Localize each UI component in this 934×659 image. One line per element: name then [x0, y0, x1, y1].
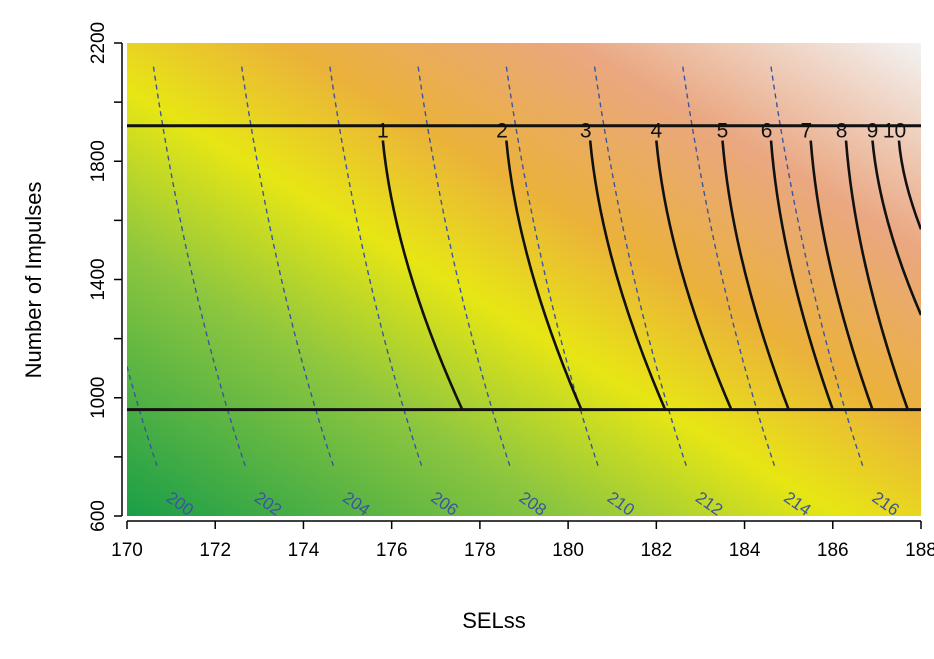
- x-tick-label: 176: [376, 540, 408, 561]
- solid-curve: [381, 140, 464, 411]
- y-tick-label: 2200: [88, 22, 109, 64]
- x-tick-label: 184: [729, 540, 761, 561]
- solid-curve: [871, 140, 921, 316]
- curve-label: 7: [800, 120, 812, 143]
- dashed-contour-line: [152, 66, 247, 469]
- curve-label: 8: [836, 120, 848, 143]
- x-tick-label: 180: [552, 540, 584, 561]
- solid-curve: [505, 140, 583, 411]
- dashed-contour-line: [417, 66, 512, 469]
- curve-label: 3: [580, 120, 592, 143]
- x-tick-label: 182: [640, 540, 672, 561]
- y-tick-label: 1800: [88, 140, 109, 182]
- solid-curve: [588, 140, 667, 411]
- dashed-contour-line: [505, 66, 600, 469]
- x-axis: 170 172 174 176 178 180 182 184 186 188: [111, 520, 934, 561]
- y-axis: 600 1000 1400 1800 2200: [88, 22, 123, 532]
- curve-label: 6: [761, 120, 773, 143]
- dashed-contour-line: [127, 363, 159, 469]
- y-tick-label: 600: [88, 500, 109, 532]
- curve-label: 2: [496, 120, 508, 143]
- curve-label: 10: [883, 120, 906, 143]
- x-tick-label: 172: [199, 540, 231, 561]
- x-tick-label: 186: [817, 540, 849, 561]
- y-tick-label: 1400: [88, 258, 109, 300]
- heatmap-area: [127, 43, 921, 516]
- x-tick-label: 178: [464, 540, 496, 561]
- solid-curve: [769, 140, 835, 411]
- x-tick-label: 174: [288, 540, 320, 561]
- curve-label: 1: [377, 120, 389, 143]
- solid-curve: [809, 140, 874, 411]
- dashed-contour-line: [593, 66, 688, 469]
- dashed-contours: [127, 66, 865, 469]
- curve-label: 9: [867, 120, 879, 143]
- y-tick-label: 1000: [88, 377, 109, 419]
- solid-curve: [897, 140, 921, 230]
- solid-curve: [655, 140, 733, 411]
- dashed-contour-line: [329, 66, 424, 469]
- solid-curves: [381, 140, 921, 411]
- x-axis-title: SELss: [462, 608, 526, 633]
- dashed-contour-line: [682, 66, 777, 469]
- x-tick-label: 170: [111, 540, 143, 561]
- dashed-contour-line: [240, 66, 335, 469]
- curve-labels: 1 2 3 4 5 6 7 8 9 10: [377, 120, 906, 143]
- y-axis-title: Number of Impulses: [21, 182, 46, 379]
- curve-label: 4: [650, 120, 662, 143]
- x-tick-label: 188: [905, 540, 934, 561]
- dashed-contour-line: [770, 66, 865, 469]
- solid-curve: [721, 140, 790, 411]
- horizontal-lines: [127, 124, 921, 412]
- solid-curve: [844, 140, 909, 411]
- curve-label: 5: [717, 120, 729, 143]
